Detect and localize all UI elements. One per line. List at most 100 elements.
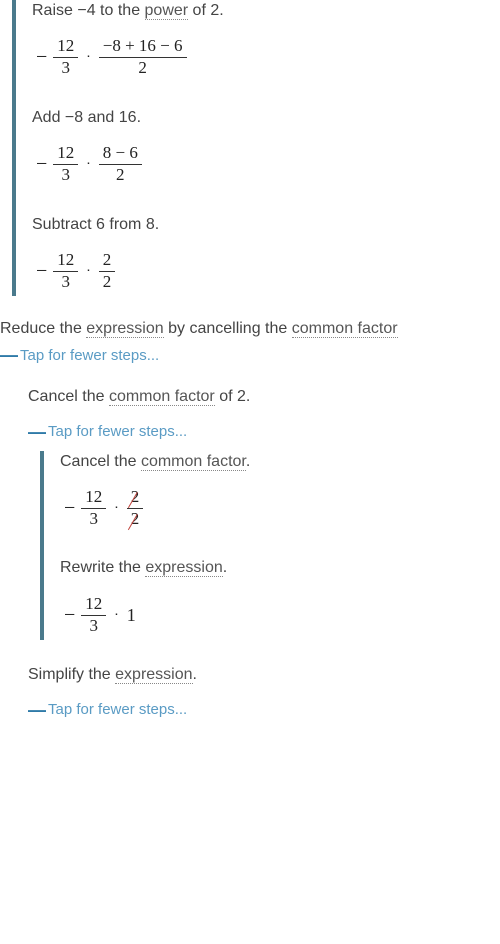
tap-toggle-cancel[interactable]: — Tap for fewer steps... (28, 419, 500, 451)
text: . (219, 2, 223, 19)
step-rewrite: Rewrite the expression. − 12 3 ⋅ 1 (60, 557, 500, 640)
tap-toggle-reduce[interactable]: — Tap for fewer steps... (0, 342, 500, 374)
numerator: 12 (53, 250, 78, 272)
text: Simplify the (28, 666, 115, 683)
tap-label: Tap for fewer steps... (48, 423, 187, 440)
val: 2 (237, 388, 246, 405)
val: −8 (65, 109, 83, 126)
step-group-1: Raise −4 to the power of 2. − 12 3 ⋅ −8 … (12, 0, 500, 296)
tap-label: Tap for fewer steps... (20, 347, 159, 364)
simplify-heading: Simplify the expression. (28, 664, 500, 686)
text: Raise (32, 2, 77, 19)
step-add: Add −8 and 16. − 12 3 ⋅ 8 − 6 2 (32, 107, 500, 190)
fraction: 12 3 (81, 594, 106, 636)
term-expression[interactable]: expression (145, 559, 222, 577)
fraction: −8 + 16 − 6 2 (99, 36, 187, 78)
negative-sign: − (64, 604, 75, 627)
denominator: 2 (134, 58, 151, 79)
step-subtract: Subtract 6 from 8. − 12 3 ⋅ 2 2 (32, 214, 500, 297)
denominator: 3 (86, 509, 103, 530)
math-expression: − 12 3 ⋅ 2 2 (32, 246, 500, 296)
negative-sign: − (36, 46, 47, 69)
numerator: 12 (81, 594, 106, 616)
math-expression: − 12 3 ⋅ 1 (60, 590, 500, 640)
term-common-factor[interactable]: common factor (292, 320, 398, 338)
term-expression[interactable]: expression (115, 666, 192, 684)
fraction: 2 2 (127, 487, 144, 529)
multiply-dot: ⋅ (86, 156, 90, 173)
text: . (246, 453, 250, 470)
val: 8 (146, 216, 155, 233)
step-text: Add −8 and 16. (32, 107, 500, 129)
step-group-cancel: Cancel the common factor. − 12 3 ⋅ 2 2 R… (40, 451, 500, 641)
denominator: 3 (58, 58, 75, 79)
numerator: 2 (99, 250, 116, 272)
fraction: 12 3 (81, 487, 106, 529)
term-power[interactable]: power (145, 2, 189, 20)
text: . (223, 559, 227, 576)
text: Reduce the (0, 320, 86, 337)
step-cancel-common: Cancel the common factor. − 12 3 ⋅ 2 2 (60, 451, 500, 534)
text: Subtract (32, 216, 96, 233)
text: of (215, 388, 237, 405)
numerator: 12 (81, 487, 106, 509)
numerator-cancelled: 2 (127, 487, 144, 509)
negative-sign: − (36, 153, 47, 176)
text: by cancelling the (164, 320, 292, 337)
step-text: Cancel the common factor of 2. (28, 386, 500, 408)
math-expression: − 12 3 ⋅ −8 + 16 − 6 2 (32, 32, 500, 82)
val: 2 (210, 2, 219, 19)
denominator: 3 (86, 616, 103, 637)
val: −4 (77, 2, 95, 19)
text: to the (96, 2, 145, 19)
step-text: Subtract 6 from 8. (32, 214, 500, 236)
denominator: 3 (58, 272, 75, 293)
numerator: 12 (53, 36, 78, 58)
math-expression: − 12 3 ⋅ 2 2 (60, 483, 500, 533)
step-text: Cancel the common factor. (60, 451, 500, 473)
multiply-dot: ⋅ (86, 49, 90, 66)
reduce-heading: Reduce the expression by cancelling the … (0, 320, 500, 342)
multiply-dot: ⋅ (114, 607, 118, 624)
step-text: Raise −4 to the power of 2. (32, 0, 500, 22)
one: 1 (127, 605, 136, 626)
fraction: 8 − 6 2 (99, 143, 142, 185)
text: Add (32, 109, 65, 126)
negative-sign: − (36, 260, 47, 283)
fraction: 2 2 (99, 250, 116, 292)
numerator: 12 (53, 143, 78, 165)
step-text: Rewrite the expression. (60, 557, 500, 579)
text: Cancel the (60, 453, 141, 470)
text: . (155, 216, 159, 233)
text: of (188, 2, 210, 19)
minus-icon: — (28, 701, 42, 719)
term-common-factor[interactable]: common factor (109, 388, 215, 406)
denominator-cancelled: 2 (127, 509, 144, 530)
denominator: 2 (112, 165, 129, 186)
fraction: 12 3 (53, 36, 78, 78)
denominator: 3 (58, 165, 75, 186)
step-raise: Raise −4 to the power of 2. − 12 3 ⋅ −8 … (32, 0, 500, 83)
text: . (137, 109, 141, 126)
numerator: 8 − 6 (99, 143, 142, 165)
text: Rewrite the (60, 559, 145, 576)
math-expression: − 12 3 ⋅ 8 − 6 2 (32, 139, 500, 189)
fraction: 12 3 (53, 250, 78, 292)
numerator: −8 + 16 − 6 (99, 36, 187, 58)
text: from (105, 216, 146, 233)
multiply-dot: ⋅ (86, 263, 90, 280)
val: 6 (96, 216, 105, 233)
tap-toggle-simplify[interactable]: — Tap for fewer steps... (28, 697, 500, 729)
term-common-factor[interactable]: common factor (141, 453, 246, 471)
text: Cancel the (28, 388, 109, 405)
tap-label: Tap for fewer steps... (48, 701, 187, 718)
text: and (83, 109, 119, 126)
val: 16 (119, 109, 137, 126)
multiply-dot: ⋅ (114, 500, 118, 517)
term-expression[interactable]: expression (86, 320, 163, 338)
text: . (246, 388, 250, 405)
minus-icon: — (0, 346, 14, 364)
denominator: 2 (99, 272, 116, 293)
text: . (193, 666, 197, 683)
cancel-section: Cancel the common factor of 2. — Tap for… (28, 386, 500, 728)
